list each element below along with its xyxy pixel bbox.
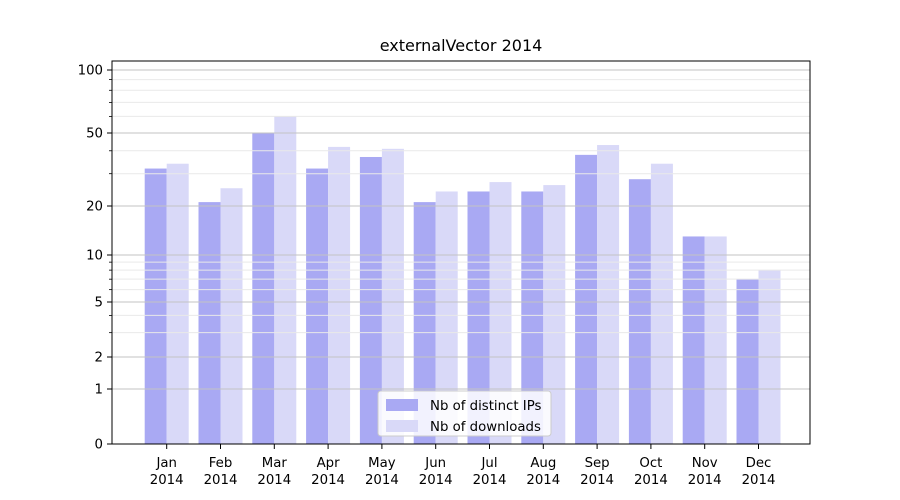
bar-sep-downloads — [597, 145, 620, 444]
x-tick-label: Mar 2014 — [257, 456, 291, 488]
legend-label: Nb of downloads — [430, 420, 541, 435]
bar-jan-ips — [144, 168, 167, 444]
bar-mar-downloads — [274, 116, 297, 444]
x-tick-label: Nov 2014 — [688, 456, 722, 488]
bar-mar-ips — [252, 133, 275, 444]
x-tick-label: Dec 2014 — [742, 456, 776, 488]
x-tick-label: Jul 2014 — [473, 456, 507, 488]
y-tick-label: 50 — [86, 127, 103, 142]
y-tick-label: 2 — [95, 351, 103, 366]
legend: Nb of distinct IPs Nb of downloads — [377, 390, 552, 437]
x-tick-label: Jan 2014 — [150, 456, 184, 488]
x-tick-label: May 2014 — [365, 456, 399, 488]
bar-oct-ips — [628, 179, 651, 444]
bar-sep-ips — [575, 154, 598, 444]
x-tick-label: Aug 2014 — [526, 456, 560, 488]
y-tick-label: 1 — [95, 383, 103, 398]
y-tick-label: 100 — [78, 64, 103, 79]
legend-swatch-downloads — [386, 420, 418, 432]
bar-nov-downloads — [704, 236, 727, 444]
bar-dec-ips — [736, 279, 759, 444]
major-gridlines — [112, 69, 810, 390]
bar-jan-downloads — [166, 163, 189, 445]
x-tick-label: Jun 2014 — [419, 456, 453, 488]
bar-jul-downloads — [489, 182, 512, 445]
plot-border — [111, 60, 811, 445]
minor-gridlines — [112, 79, 810, 334]
bar-may-ips — [359, 156, 382, 444]
x-tick-label: Feb 2014 — [204, 456, 238, 488]
y-tick-label: 10 — [86, 249, 103, 264]
y-tick-label: 20 — [86, 200, 103, 215]
x-axis: Jan 2014 Feb 2014 Mar 2014 Apr 2014 May 2014 Jun 20… — [150, 444, 776, 488]
bar-nov-ips — [682, 236, 705, 444]
x-tick-label: Oct 2014 — [634, 456, 668, 488]
legend-box — [377, 390, 552, 437]
y-tick-label: 5 — [95, 296, 103, 311]
x-tick-label: Apr 2014 — [311, 456, 345, 488]
y-tick-label: 0 — [95, 438, 103, 453]
bar-apr-ips — [306, 168, 329, 444]
chart-title: externalVector 2014 — [380, 36, 543, 55]
bar-oct-downloads — [650, 163, 673, 445]
bar-aug-downloads — [543, 185, 566, 444]
legend-swatch-distinct-ips — [386, 399, 418, 411]
bar-may-downloads — [381, 148, 404, 444]
bar-feb-ips — [198, 202, 221, 444]
bar-feb-downloads — [220, 188, 243, 444]
bar-apr-downloads — [328, 146, 351, 444]
x-tick-label: Sep 2014 — [580, 456, 614, 488]
legend-label: Nb of distinct IPs — [430, 399, 542, 414]
